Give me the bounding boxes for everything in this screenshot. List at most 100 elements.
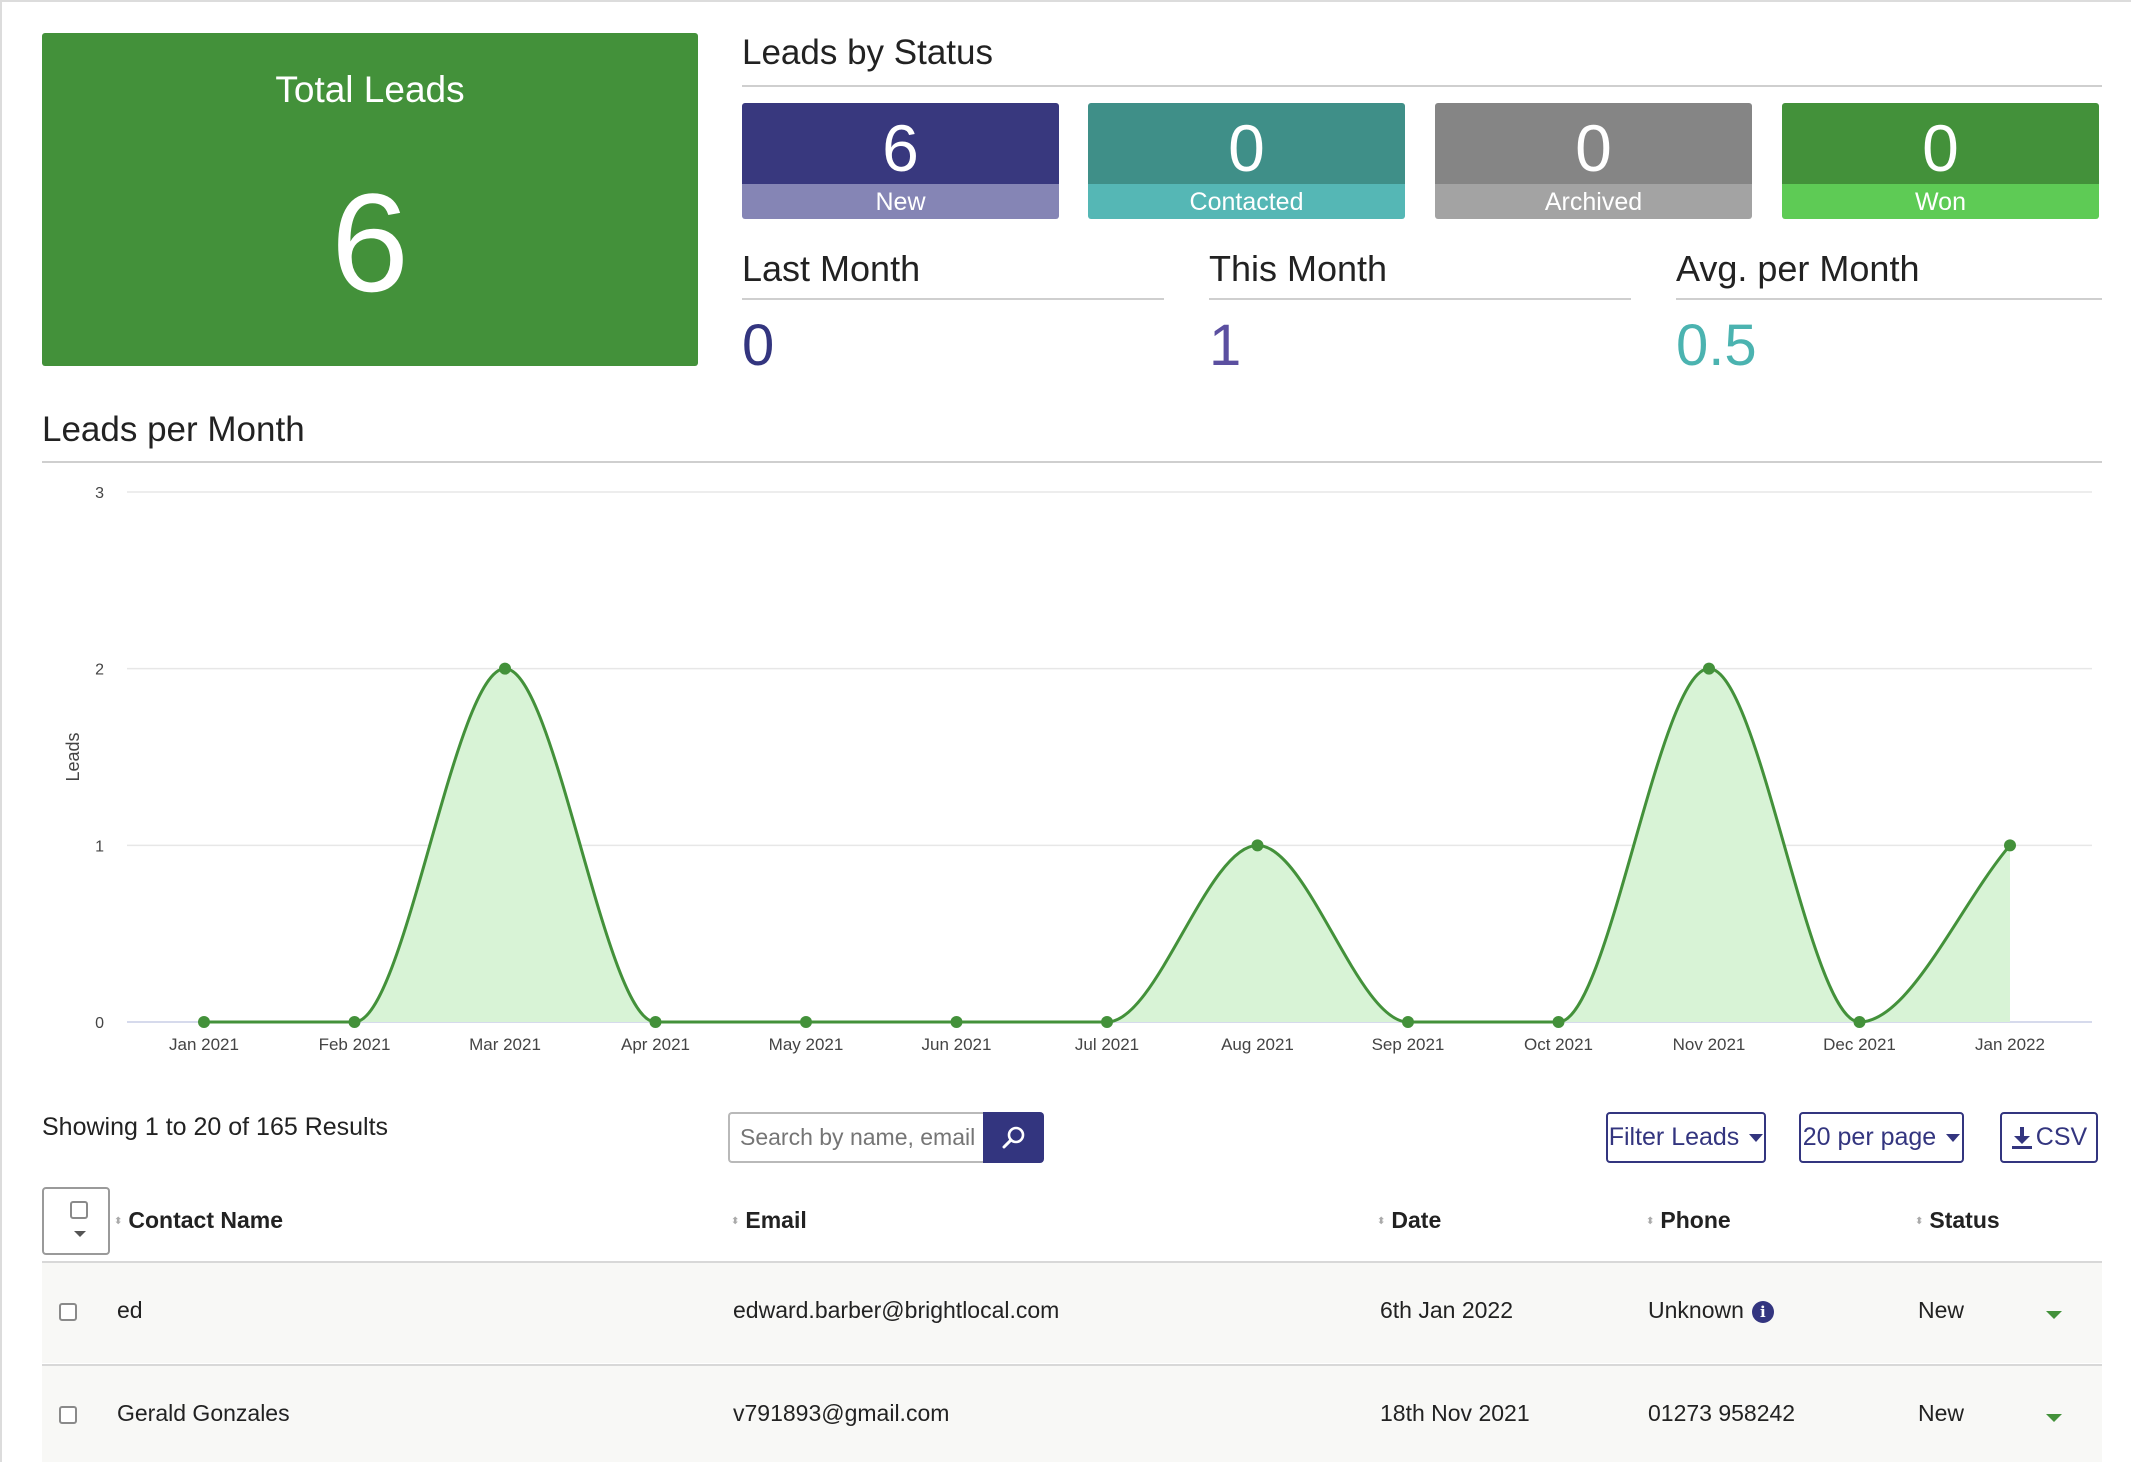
data-point	[499, 662, 511, 675]
csv-export-button[interactable]: CSV	[2000, 1112, 2098, 1163]
data-point	[1552, 1016, 1565, 1028]
row-checkbox[interactable]	[59, 1303, 77, 1321]
data-point	[1251, 839, 1264, 852]
y-tick-label: 2	[95, 662, 104, 679]
results-count: Showing 1 to 20 of 165 Results	[42, 1113, 389, 1141]
chevron-down-icon	[1749, 1133, 1764, 1142]
status-box-new[interactable]: 6 New	[742, 103, 1059, 219]
status-dropdown-icon[interactable]	[2046, 1414, 2062, 1422]
this-month-divider	[1209, 298, 1631, 300]
status-contacted-label: Contacted	[1088, 184, 1405, 219]
x-tick-label: Apr 2021	[621, 1035, 690, 1054]
data-point	[1101, 1016, 1113, 1028]
search-input[interactable]	[728, 1112, 984, 1163]
header-email-label: Email	[745, 1207, 807, 1233]
data-point	[1402, 1016, 1414, 1028]
avg-per-month-value: 0.5	[1676, 313, 1757, 378]
avg-per-month-title: Avg. per Month	[1676, 248, 1920, 289]
filter-leads-label: Filter Leads	[1608, 1123, 1740, 1151]
this-month-title: This Month	[1209, 248, 1388, 289]
y-axis-label: Leads	[63, 732, 83, 781]
last-month-title: Last Month	[742, 248, 921, 289]
x-tick-label: May 2021	[769, 1035, 844, 1054]
status-divider	[742, 85, 2102, 87]
date-cell: 6th Jan 2022	[1380, 1297, 1514, 1323]
status-box-won[interactable]: 0 Won	[1782, 103, 2099, 219]
total-leads-label: Total Leads	[275, 69, 465, 110]
data-point	[2004, 839, 2016, 852]
status-box-contacted[interactable]: 0 Contacted	[1088, 103, 1405, 219]
contact-name-link[interactable]: Gerald Gonzales	[117, 1400, 290, 1426]
header-status[interactable]: ⬍ Status	[1915, 1207, 2000, 1234]
x-tick-label: Aug 2021	[1221, 1035, 1294, 1054]
chevron-down-icon	[1946, 1133, 1961, 1142]
last-month-value: 0	[742, 313, 775, 378]
table-row: ed edward.barber@brightlocal.com 6th Jan…	[42, 1261, 2102, 1363]
status-dropdown-icon[interactable]	[2046, 1311, 2062, 1319]
header-contact-name[interactable]: ⬍ Contact Name	[114, 1207, 283, 1234]
status-contacted-count: 0	[1088, 103, 1405, 185]
leads-by-status-title: Leads by Status	[742, 33, 993, 72]
x-tick-label: Jan 2022	[1975, 1035, 2045, 1054]
status-new-count: 6	[742, 103, 1059, 185]
row-checkbox[interactable]	[59, 1406, 77, 1424]
status-new-label: New	[742, 184, 1059, 219]
sort-icon: ⬍	[731, 1216, 740, 1228]
email-link[interactable]: v791893@gmail.com	[733, 1400, 950, 1426]
csv-label: CSV	[2035, 1123, 2088, 1151]
header-status-label: Status	[1929, 1207, 2000, 1233]
phone-value: Unknown	[1648, 1297, 1744, 1323]
bulk-select-dropdown[interactable]	[42, 1187, 110, 1255]
avg-per-month-divider	[1676, 298, 2102, 300]
contact-name-link[interactable]: ed	[117, 1297, 143, 1323]
data-point	[348, 1016, 361, 1028]
x-tick-label: Jul 2021	[1075, 1035, 1139, 1054]
header-phone[interactable]: ⬍ Phone	[1646, 1207, 1731, 1234]
date-cell: 18th Nov 2021	[1380, 1400, 1530, 1426]
data-point	[1703, 662, 1715, 675]
search-group	[728, 1112, 1044, 1163]
filter-leads-button[interactable]: Filter Leads	[1606, 1112, 1766, 1163]
sort-icon: ⬍	[114, 1216, 123, 1228]
status-archived-count: 0	[1435, 103, 1752, 185]
search-button[interactable]	[983, 1112, 1044, 1163]
data-point	[1853, 1016, 1866, 1028]
data-point	[649, 1016, 662, 1028]
sort-icon: ⬍	[1377, 1216, 1386, 1228]
select-all-checkbox[interactable]	[70, 1201, 88, 1219]
sort-icon: ⬍	[1915, 1216, 1924, 1228]
y-tick-label: 3	[95, 485, 104, 502]
header-phone-label: Phone	[1660, 1207, 1731, 1233]
this-month-value: 1	[1209, 313, 1242, 378]
sort-icon: ⬍	[1646, 1216, 1655, 1228]
y-tick-label: 0	[95, 1015, 104, 1032]
status-cell[interactable]: New	[1918, 1297, 1965, 1323]
last-month-divider	[742, 298, 1164, 300]
header-email[interactable]: ⬍ Email	[731, 1207, 807, 1234]
data-point	[800, 1016, 812, 1028]
phone-cell: 01273 958242	[1648, 1400, 1796, 1426]
data-point	[198, 1016, 210, 1028]
x-tick-label: Sep 2021	[1372, 1035, 1445, 1054]
per-page-label: 20 per page	[1802, 1123, 1937, 1151]
status-won-count: 0	[1782, 103, 2099, 185]
email-link[interactable]: edward.barber@brightlocal.com	[733, 1297, 1060, 1323]
download-icon	[2011, 1126, 2032, 1149]
status-archived-label: Archived	[1435, 184, 1752, 219]
status-won-label: Won	[1782, 184, 2099, 219]
chart-divider	[42, 461, 2102, 463]
info-icon[interactable]: i	[1751, 1301, 1774, 1323]
total-leads-tile: Total Leads 6	[42, 33, 698, 366]
x-tick-label: Dec 2021	[1823, 1035, 1896, 1054]
per-page-select[interactable]: 20 per page	[1799, 1112, 1964, 1163]
status-box-archived[interactable]: 0 Archived	[1435, 103, 1752, 219]
x-tick-label: Mar 2021	[469, 1035, 541, 1054]
y-tick-label: 1	[95, 838, 104, 855]
x-tick-label: Nov 2021	[1673, 1035, 1746, 1054]
status-cell[interactable]: New	[1918, 1400, 1965, 1426]
header-date[interactable]: ⬍ Date	[1377, 1207, 1441, 1234]
leads-per-month-title: Leads per Month	[42, 410, 305, 449]
x-tick-label: Jun 2021	[922, 1035, 992, 1054]
search-icon	[1002, 1126, 1024, 1148]
header-contact-name-label: Contact Name	[128, 1207, 284, 1233]
